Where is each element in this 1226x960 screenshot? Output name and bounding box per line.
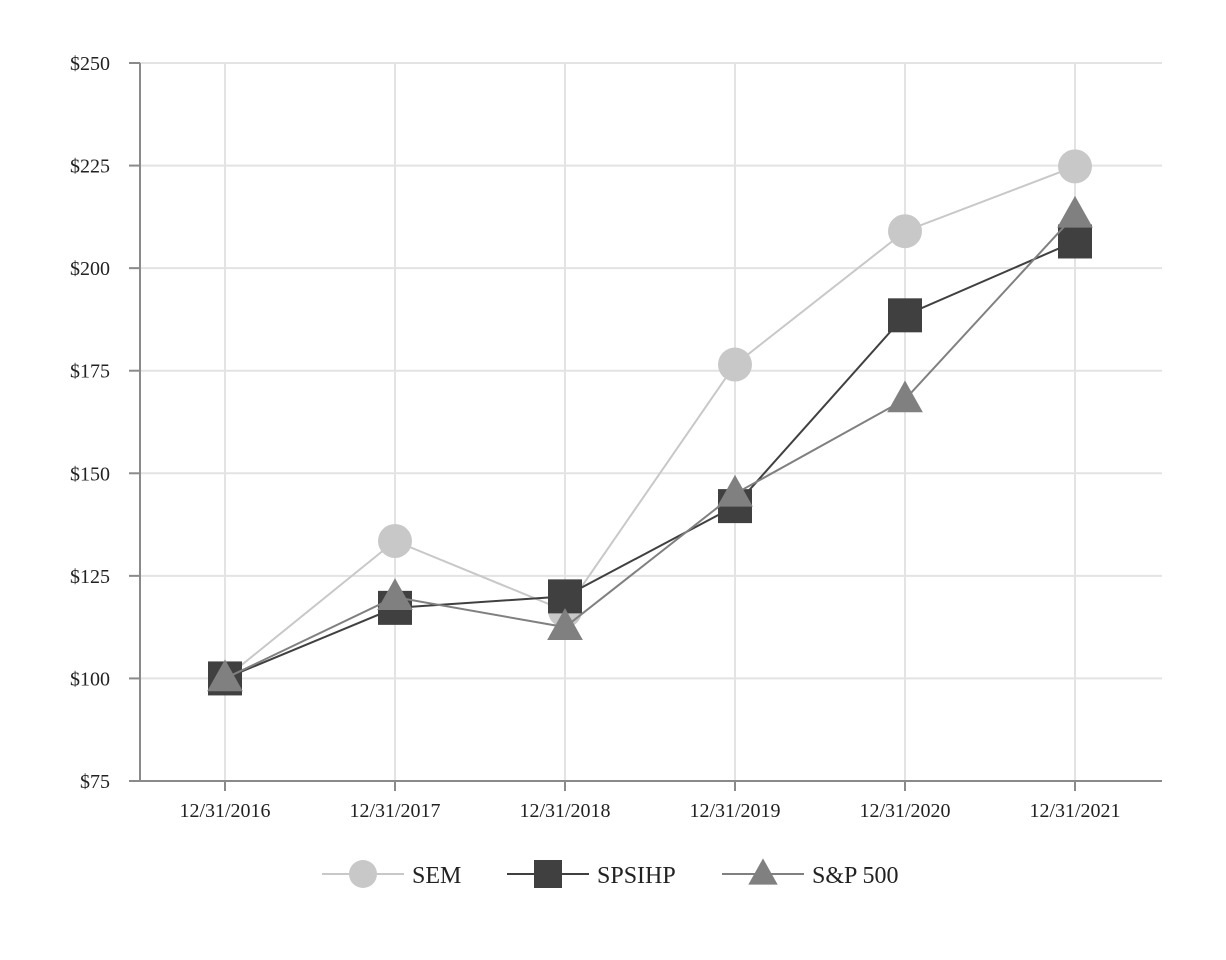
y-tick-label: $150 [70,463,110,485]
x-tick-label: 12/31/2020 [859,800,950,822]
x-tick-label: 12/31/2016 [179,800,270,822]
legend-item: SEM [322,860,461,889]
data-point-square [548,579,582,614]
data-point-square [888,298,922,333]
y-tick-label: $200 [70,258,110,280]
legend-circle-icon [349,860,377,888]
data-point-square [1058,224,1092,259]
series-square-group [208,224,1092,696]
data-point-triangle [377,578,413,611]
y-tick-label: $100 [70,668,110,690]
series-triangle-group [207,195,1093,692]
data-point-triangle [1057,195,1093,228]
legend-triangle-icon [748,858,778,885]
legend-item: S&P 500 [722,858,898,889]
x-tick-label: 12/31/2019 [689,800,780,822]
data-point-circle [1058,149,1092,184]
x-tick-label: 12/31/2021 [1029,800,1120,822]
y-tick-label: $125 [70,566,110,588]
legend-label: S&P 500 [812,863,898,889]
data-point-circle [888,214,922,249]
series-line [224,240,1076,680]
data-point-circle [718,347,752,382]
y-tick-label: $75 [80,771,110,793]
legend-label: SEM [412,863,461,889]
legend-item: SPSIHP [507,860,676,889]
x-tick-label: 12/31/2018 [519,800,610,822]
data-point-triangle [207,659,243,692]
legend-square-icon [534,860,562,888]
y-tick-label: $225 [70,156,110,178]
series-circle-group [208,149,1092,696]
x-tick-label: 12/31/2017 [349,800,440,822]
series-line [224,214,1076,680]
legend: SEM SPSIHP S&P 500 [322,858,898,889]
series-layer [207,149,1093,696]
data-point-triangle [717,474,753,507]
data-point-triangle [547,608,583,640]
series-line [224,165,1076,680]
grid-layer [140,62,1162,781]
y-tick-label: $175 [70,361,110,383]
legend-label: SPSIHP [597,863,676,889]
y-tick-label: $250 [70,53,110,75]
data-point-circle [378,523,412,558]
data-point-triangle [887,380,923,413]
axis-layer: $75 $100 $125 $150 $175 $200 $225 $250 12/31/201… [70,53,1162,822]
